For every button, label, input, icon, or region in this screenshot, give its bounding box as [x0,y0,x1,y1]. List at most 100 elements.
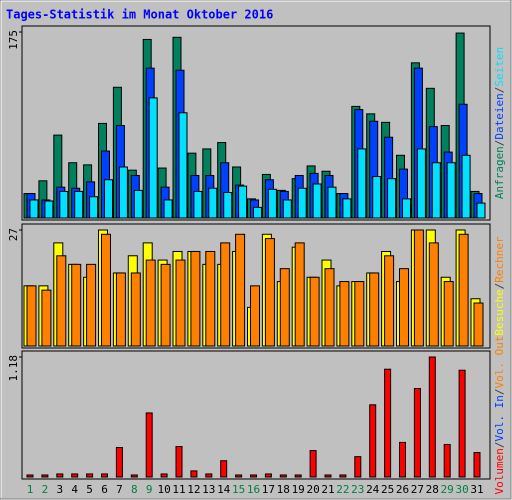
x-tick-label: 17 [262,483,275,496]
bar [115,447,123,478]
bar [253,206,262,219]
bar [205,473,213,478]
bar [133,189,143,219]
bar [160,473,168,478]
bar [476,202,486,219]
bar [399,441,406,478]
y-tick-label: 1.18 [7,355,20,382]
legend-separator: / [493,441,506,448]
x-tick-label: 3 [56,483,63,496]
x-tick-label: 10 [157,483,170,496]
x-tick-label: 2 [42,483,49,496]
bar [208,187,218,219]
bar [446,162,456,219]
bar [264,473,272,478]
bar [369,404,377,478]
plot-area [21,350,491,480]
bar [235,233,246,347]
legend-separator: / [493,87,506,94]
legend-entry: Dateien [493,93,506,139]
bar [29,199,39,219]
bar [190,470,198,478]
x-tick-label: 5 [86,483,93,496]
bar [267,188,277,219]
bar [282,199,292,219]
bar [190,250,201,347]
legend-entry: Anfragen [493,146,506,199]
legend-entry: Seiten [493,47,506,87]
x-tick-label: 14 [217,483,231,496]
bar [327,186,337,219]
x-tick-label: 20 [306,483,319,496]
bar [145,259,156,347]
x-tick-label: 13 [202,483,215,496]
bar [461,154,471,219]
x-tick-label: 1 [27,483,34,496]
y-tick-label: 27 [7,228,20,241]
bar [118,166,128,219]
bar [71,263,82,347]
bar [339,281,350,347]
y-tick-label: 175 [7,30,20,50]
bar [178,112,188,219]
x-tick-label: 11 [172,483,185,496]
bar [443,281,454,347]
x-tick-label: 19 [292,483,305,496]
bar [279,474,287,478]
bar [145,412,153,478]
bar [294,474,302,478]
bar [193,190,203,219]
legend-separator: / [493,140,506,147]
bar [250,285,260,347]
bar [101,473,108,478]
bar [26,474,34,478]
bar [220,242,231,347]
bar [56,255,67,347]
bar [443,443,451,478]
bar [324,268,335,347]
bar [205,250,216,347]
bar [372,176,382,219]
bar [354,281,365,347]
x-tick-label: 25 [381,483,394,496]
bar [71,473,79,478]
bar [264,238,275,347]
bar [428,356,436,478]
x-tick-label: 28 [426,483,439,496]
bar [312,183,322,219]
legend: Anfragen/Dateien/Seiten [493,47,506,199]
bar [399,268,409,347]
bar [309,450,317,478]
x-tick-label: 27 [411,483,424,496]
bar [342,198,352,219]
bar [387,178,397,219]
x-tick-label: 24 [366,483,380,496]
bar [458,233,469,347]
x-tick-label: 30 [455,483,468,496]
bar [473,452,481,478]
x-tick-label: 9 [146,483,153,496]
legend-entry: Rechner [493,236,506,283]
bar [235,474,243,478]
bar [354,456,362,478]
x-tick-label: 4 [71,483,78,496]
legend-separator: / [493,389,506,396]
bar [223,191,233,219]
bar [402,198,411,219]
x-tick-label: 23 [351,483,364,496]
bar [297,187,307,219]
bar [473,302,484,347]
bar [279,268,290,347]
bar [384,255,395,347]
x-tick-label: 26 [396,483,409,496]
x-tick-label: 21 [321,483,334,496]
bar [384,368,392,478]
x-tick-label: 12 [187,483,200,496]
bar [428,242,439,347]
bar [115,272,126,347]
bar [413,388,421,478]
legend-entry: Volumen [493,448,506,494]
bar [41,289,52,347]
bar [26,285,37,347]
legend-separator: / [493,283,506,290]
